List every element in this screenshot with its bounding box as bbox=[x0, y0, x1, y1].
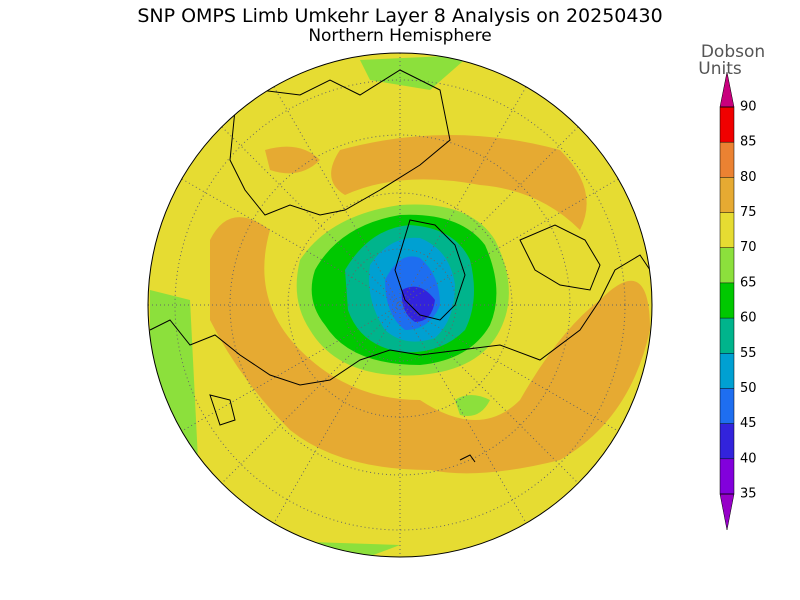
colorbar-label: Dobson bbox=[701, 42, 765, 62]
colorbar-band bbox=[720, 212, 734, 248]
subtitle: Northern Hemisphere bbox=[308, 26, 491, 46]
colorbar: 35 40 45 50 55 60 65 70 75 80 85 90 bbox=[719, 71, 757, 531]
colorbar-tick-label: 85 bbox=[740, 135, 757, 150]
colorbar-label: Units bbox=[698, 59, 742, 79]
colorbar-tick-label: 70 bbox=[740, 240, 757, 255]
colorbar-band bbox=[720, 107, 734, 143]
colorbar-band bbox=[720, 458, 734, 494]
colorbar-tick-label: 45 bbox=[740, 416, 757, 431]
colorbar-tick-label: 90 bbox=[740, 100, 757, 115]
colorbar-band bbox=[720, 388, 734, 424]
colorbar-band bbox=[720, 353, 734, 389]
colorbar-tick-label: 80 bbox=[740, 170, 757, 185]
title: SNP OMPS Limb Umkehr Layer 8 Analysis on… bbox=[137, 5, 662, 27]
colorbar-tick-label: 50 bbox=[740, 381, 757, 396]
colorbar-tick-label: 40 bbox=[740, 451, 757, 466]
colorbar-band bbox=[720, 177, 734, 213]
colorbar-tick-label: 65 bbox=[740, 275, 757, 290]
colorbar-band bbox=[720, 318, 734, 354]
colorbar-band bbox=[720, 247, 734, 283]
colorbar-band bbox=[720, 142, 734, 178]
graticule bbox=[148, 53, 652, 557]
colorbar-band bbox=[720, 423, 734, 459]
colorbar-tick-label: 60 bbox=[740, 311, 757, 326]
colorbar-band bbox=[720, 282, 734, 319]
map-border bbox=[147, 52, 653, 558]
coastlines bbox=[149, 69, 651, 463]
polar-map bbox=[148, 53, 652, 557]
colorbar-tick-label: 35 bbox=[740, 487, 757, 502]
colorbar-under bbox=[719, 493, 735, 531]
colorbar-tick-label: 75 bbox=[740, 205, 757, 220]
colorbar-tick-label: 55 bbox=[740, 346, 757, 361]
